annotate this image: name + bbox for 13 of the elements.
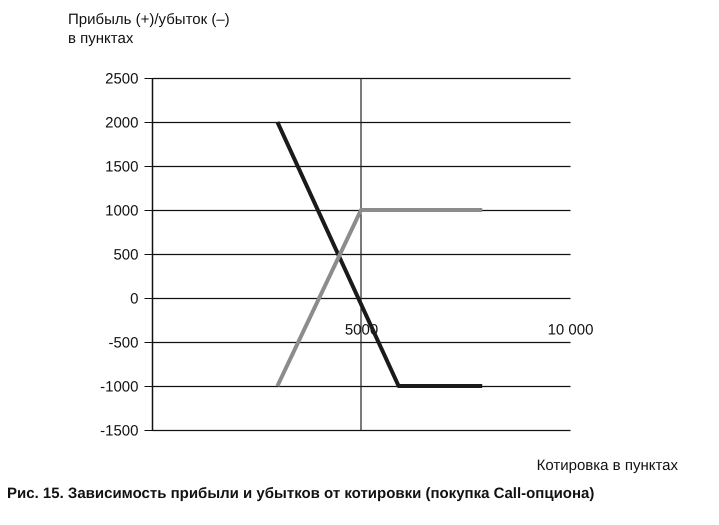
y-tick-label: 0 — [130, 290, 138, 308]
y-tick-label: 1500 — [105, 158, 138, 176]
x-axis-title: Котировка в пунктах — [536, 457, 678, 474]
y-tick-label: -1500 — [100, 422, 138, 440]
y-tick-label: 2500 — [105, 70, 138, 88]
y-tick-label: 1000 — [105, 202, 138, 220]
y-tick-label: 500 — [113, 246, 138, 264]
x-tick-label: 10 000 — [548, 322, 594, 338]
y-tick-label: -500 — [108, 334, 138, 352]
y-axis-title: Прибыль (+)/убыток (–) в пунктах — [68, 11, 230, 47]
y-tick-label: -1000 — [100, 378, 138, 396]
y-tick-label: 2000 — [105, 114, 138, 132]
text: Рис. 15. Зависимость прибыли и убытков от котировки (покупка Call-опциона) — [7, 485, 594, 502]
